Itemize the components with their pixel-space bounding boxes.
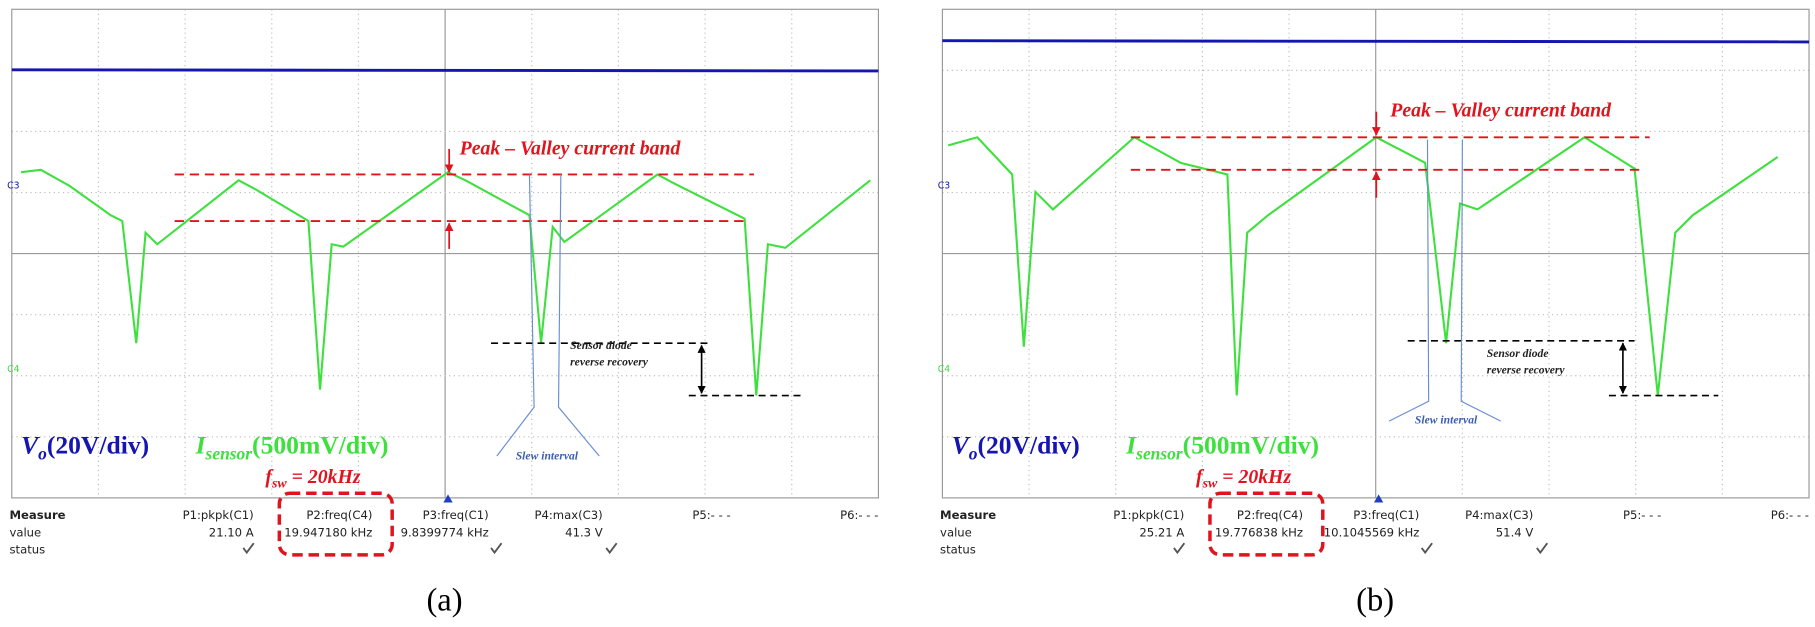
measure-value: 9.8399774 kHz (401, 525, 489, 539)
peak-valley-label: Peak – Valley current band (459, 138, 682, 160)
measure-value: 41.3 V (565, 525, 603, 539)
isensor-legend: Isensor(500mV/div) (195, 431, 389, 464)
channel-marker: C4 (7, 364, 19, 375)
scope-panel: C3 C4 Peak – Valley current band Sensor dio… (938, 8, 1810, 619)
subscript: o (38, 443, 47, 463)
isensor-trace (20, 168, 871, 396)
panel-label: (a) (426, 583, 462, 619)
status-check (1420, 542, 1433, 555)
symbol: f (1196, 466, 1205, 488)
highlight-box (277, 491, 394, 557)
measure-value: 21.10 A (209, 525, 254, 539)
measure-header: P3:freq(C1) (423, 508, 489, 522)
vo-legend: Vo(20V/div) (952, 431, 1080, 464)
value: = 20kHz (1217, 466, 1291, 488)
measure-header: P3:freq(C1) (1353, 508, 1419, 522)
graticule-border (941, 8, 1810, 499)
status-check (490, 542, 503, 555)
panel-label: (b) (1356, 583, 1394, 619)
measure-header: P5:- - - (1623, 508, 1661, 522)
measure-header: P1:pkpk(C1) (183, 508, 254, 522)
graticule-border (11, 8, 879, 499)
recovery-label: Sensor diode (1487, 347, 1549, 360)
subscript: sensor (205, 443, 253, 463)
slew-label: Slew interval (1415, 413, 1478, 426)
fsw-label: fsw = 20kHz (1196, 466, 1291, 492)
measure-header: P1:pkpk(C1) (1113, 508, 1184, 522)
status-check (242, 542, 255, 555)
measure-status: status (940, 543, 976, 557)
symbol: V (21, 431, 40, 460)
symbol: f (265, 466, 274, 488)
recovery-label: reverse recovery (570, 355, 649, 368)
measure-header: P4:max(C3) (1465, 508, 1533, 522)
scale: (500mV/div) (1183, 431, 1319, 460)
symbol: I (195, 431, 207, 460)
measure-value: 19.776838 kHz (1215, 525, 1303, 539)
channel-marker: C3 (7, 180, 19, 191)
measure-header: P2:freq(C4) (306, 508, 372, 522)
fsw-label: fsw = 20kHz (265, 466, 360, 492)
slew-label: Slew interval (516, 449, 579, 462)
trigger-marker (443, 494, 453, 503)
measure-value: 19.947180 kHz (284, 525, 372, 539)
measure-value: 25.21 A (1139, 525, 1184, 539)
measure-value: 51.4 V (1496, 525, 1534, 539)
isensor-legend: Isensor(500mV/div) (1125, 431, 1319, 464)
slew-bracket (1388, 139, 1430, 422)
subscript: sw (1202, 476, 1218, 491)
scale: (20V/div) (977, 431, 1079, 460)
measure-status: status (9, 543, 45, 557)
status-check (1536, 542, 1549, 555)
vo-legend: Vo(20V/div) (21, 431, 149, 464)
measure-header: P6:- - - (840, 508, 878, 522)
slew-bracket (1460, 139, 1502, 422)
measure-header: P4:max(C3) (534, 508, 602, 522)
isensor-trace (947, 135, 1779, 396)
scope-panel: C3 C4 Peak – Valley current band Sensor dio… (7, 8, 879, 619)
status-check (1173, 542, 1186, 555)
symbol: I (1125, 431, 1137, 460)
subscript: sw (271, 476, 287, 491)
symbol: V (952, 431, 971, 460)
measure-header: P6:- - - (1771, 508, 1809, 522)
vo-trace (942, 39, 1810, 44)
vo-trace (11, 68, 879, 73)
measure-header: Measure (940, 508, 996, 522)
slew-bracket (496, 174, 535, 457)
recovery-label: reverse recovery (1487, 363, 1566, 376)
measure-header: P5:- - - (692, 508, 730, 522)
highlight-box (1208, 491, 1325, 557)
measure-value: value (940, 525, 972, 539)
measure-header: Measure (9, 508, 65, 522)
channel-marker: C3 (938, 180, 950, 191)
measure-value: value (9, 525, 41, 539)
recovery-label: Sensor diode (570, 339, 632, 352)
trigger-marker (1373, 494, 1384, 503)
scale: (20V/div) (47, 431, 149, 460)
measure-header: P2:freq(C4) (1237, 508, 1303, 522)
subscript: sensor (1135, 443, 1183, 463)
scale: (500mV/div) (252, 431, 388, 460)
channel-marker: C4 (938, 364, 950, 375)
slew-bracket (557, 174, 600, 457)
value: = 20kHz (287, 466, 361, 488)
measure-value: 10.1045569 kHz (1324, 525, 1420, 539)
status-check (605, 542, 618, 555)
subscript: o (969, 443, 978, 463)
peak-valley-label: Peak – Valley current band (1389, 99, 1612, 121)
